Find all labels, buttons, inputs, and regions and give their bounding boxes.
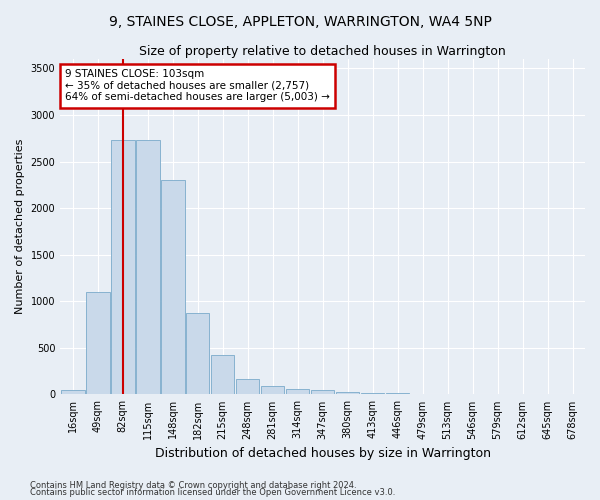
Bar xyxy=(236,378,259,394)
Bar xyxy=(261,386,284,394)
Title: Size of property relative to detached houses in Warrington: Size of property relative to detached ho… xyxy=(139,45,506,58)
Text: 9 STAINES CLOSE: 103sqm
← 35% of detached houses are smaller (2,757)
64% of semi: 9 STAINES CLOSE: 103sqm ← 35% of detache… xyxy=(65,69,330,102)
Bar xyxy=(286,389,310,394)
Text: Contains public sector information licensed under the Open Government Licence v3: Contains public sector information licen… xyxy=(30,488,395,497)
Bar xyxy=(86,292,110,394)
Bar xyxy=(161,180,185,394)
Bar xyxy=(186,314,209,394)
Bar xyxy=(311,390,334,394)
Text: Contains HM Land Registry data © Crown copyright and database right 2024.: Contains HM Land Registry data © Crown c… xyxy=(30,480,356,490)
Bar xyxy=(211,356,235,395)
Bar xyxy=(336,392,359,394)
X-axis label: Distribution of detached houses by size in Warrington: Distribution of detached houses by size … xyxy=(155,447,491,460)
Bar xyxy=(61,390,85,394)
Text: 9, STAINES CLOSE, APPLETON, WARRINGTON, WA4 5NP: 9, STAINES CLOSE, APPLETON, WARRINGTON, … xyxy=(109,15,491,29)
Y-axis label: Number of detached properties: Number of detached properties xyxy=(15,139,25,314)
Bar xyxy=(136,140,160,394)
Bar xyxy=(361,392,385,394)
Bar xyxy=(111,140,134,394)
